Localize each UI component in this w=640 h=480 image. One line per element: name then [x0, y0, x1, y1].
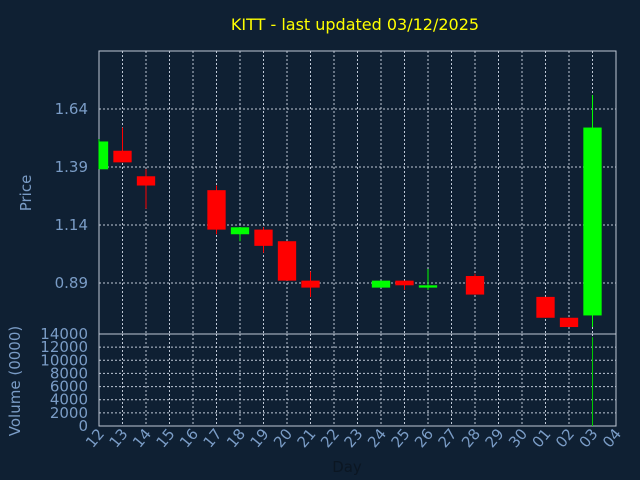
volume-tick-label: 2000	[50, 404, 88, 422]
volume-tick-label: 14000	[40, 325, 88, 343]
candle-body	[301, 280, 320, 288]
candle-body	[371, 280, 391, 288]
volume-tick-label: 12000	[40, 338, 88, 356]
candle-body	[113, 150, 132, 163]
volume-tick-label: 6000	[50, 378, 88, 396]
volume-tick-label: 8000	[50, 364, 88, 382]
candle-body	[230, 227, 250, 235]
candle-body	[395, 280, 414, 286]
volume-axis-label: Volume (0000)	[6, 326, 24, 436]
volume-tick-label: 4000	[50, 391, 88, 409]
candle-body	[465, 276, 485, 295]
price-tick-label: 0.89	[55, 274, 88, 292]
candle-body	[583, 127, 602, 316]
candle-body	[207, 190, 226, 230]
volume-tick-label: 10000	[40, 351, 88, 369]
candle-body	[418, 285, 438, 288]
candle-body	[536, 296, 555, 318]
candle-body	[136, 176, 156, 186]
price-tick-label: 1.39	[55, 158, 88, 176]
volume-tick-label: 0	[78, 417, 88, 435]
price-axis-label: Price	[17, 175, 35, 212]
x-axis: 1213141516171819202122232425262728293001…	[82, 425, 625, 451]
candle-body	[254, 229, 273, 246]
volume-panel-frame	[98, 333, 617, 427]
x-axis-label: Day	[332, 458, 362, 476]
candle-body	[99, 141, 109, 170]
candle-body	[277, 241, 297, 281]
price-tick-label: 1.14	[55, 216, 88, 234]
price-panel: 0.89 1.14 1.39 1.64	[55, 50, 617, 335]
chart-title: KITT - last updated 03/12/2025	[231, 15, 479, 34]
candle-body	[559, 317, 579, 328]
price-tick-label: 1.64	[55, 100, 88, 118]
